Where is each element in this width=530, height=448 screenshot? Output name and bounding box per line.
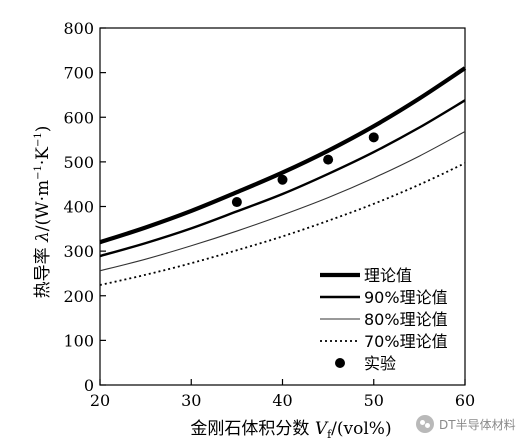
series-line-1: [99, 99, 466, 258]
experiment-point: [231, 197, 242, 208]
x-tick-label: 40: [272, 391, 292, 410]
x-axis-label-unit: /(vol%): [331, 419, 391, 439]
y-tick-label: 800: [63, 19, 94, 38]
x-tick-label: 60: [455, 391, 475, 410]
x-axis-label-variable: V: [315, 419, 329, 439]
legend-marker-experiment: [335, 358, 345, 368]
y-axis-label-unit-part3: ): [33, 126, 53, 133]
y-tick-label: 500: [63, 153, 94, 172]
series-line-3: [99, 162, 466, 286]
y-axis-label-sup1: −1: [33, 165, 44, 180]
y-tick-label: 0: [84, 376, 94, 395]
legend-label: 实验: [364, 354, 396, 373]
y-tick-label: 200: [63, 287, 94, 306]
y-tick-label: 700: [63, 64, 94, 83]
y-tick-label: 600: [63, 108, 94, 127]
x-axis-label-prefix: 金刚石体积分数: [190, 419, 314, 439]
x-tick-label: 50: [364, 391, 384, 410]
y-tick-label: 400: [63, 198, 94, 217]
series-line-2: [99, 131, 466, 272]
x-tick-label: 20: [90, 391, 110, 410]
y-tick-label: 100: [63, 331, 94, 350]
legend-label: 80%理论值: [364, 310, 448, 329]
x-tick-label: 30: [181, 391, 201, 410]
y-axis-label-unit-part2: ·K: [33, 147, 53, 165]
y-tick-label: 300: [63, 242, 94, 261]
x-axis-label-subscript: f: [327, 428, 332, 441]
y-axis-label-prefix: 热导率: [33, 242, 53, 298]
wechat-icon: [416, 415, 434, 433]
series-line-0: [99, 66, 467, 245]
legend-label: 90%理论值: [364, 288, 448, 307]
experiment-point: [277, 174, 288, 185]
watermark: DT半导体材料: [416, 412, 516, 436]
legend-label: 70%理论值: [364, 332, 448, 351]
experiment-point: [368, 132, 379, 143]
y-axis-label-variable: λ: [33, 231, 53, 243]
x-axis-label: 金刚石体积分数 Vf/(vol%): [190, 419, 391, 441]
y-axis-label: 热导率 λ/(W·m−1·K−1): [33, 126, 53, 299]
experiment-point: [323, 154, 334, 165]
legend-label: 理论值: [364, 266, 412, 285]
watermark-text: DT半导体材料: [439, 417, 516, 432]
y-axis-label-unit-part1: /(W·m: [33, 180, 53, 231]
y-axis-label-sup2: −1: [33, 132, 44, 147]
